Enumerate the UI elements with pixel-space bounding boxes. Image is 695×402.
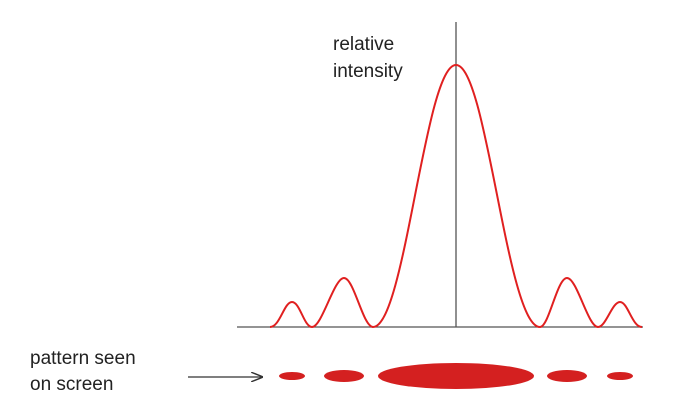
central-fringe	[378, 363, 534, 389]
fringe	[547, 370, 587, 382]
pattern-label-line: on screen	[30, 374, 113, 395]
intensity-label-line: intensity	[333, 61, 403, 82]
intensity-label-line: relative	[333, 34, 394, 55]
screen-pattern	[279, 363, 633, 389]
fringe	[324, 370, 364, 382]
fringe	[279, 372, 305, 380]
intensity-curve	[269, 63, 643, 329]
fringe	[607, 372, 633, 380]
pattern-label-line: pattern seen	[30, 348, 136, 369]
